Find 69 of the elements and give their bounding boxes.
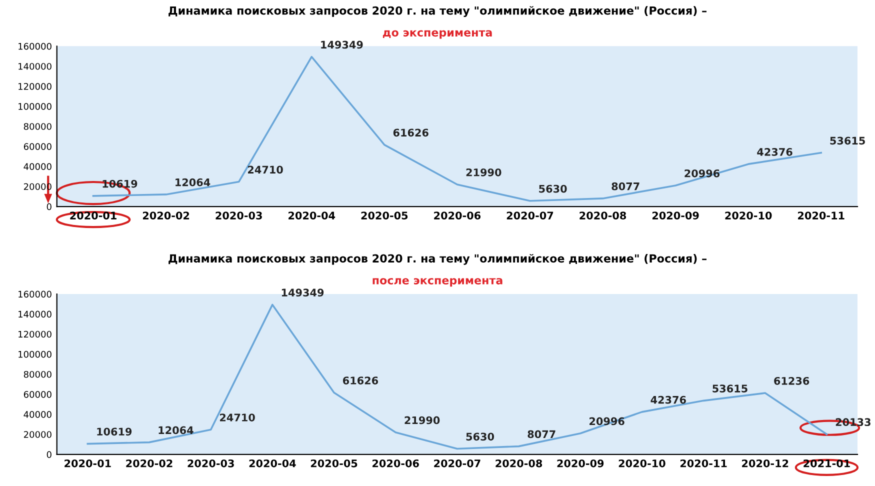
data-label: 42376 — [757, 148, 792, 156]
y-tick-label: 60000 — [24, 390, 52, 398]
x-tick-label: 2020-05 — [310, 459, 358, 468]
data-label: 24710 — [220, 414, 255, 422]
data-label: 5630 — [466, 432, 494, 441]
x-tick-label: 2020-12 — [742, 459, 788, 468]
chart-subtitle: после эксперимента — [372, 278, 502, 287]
data-label: 42376 — [650, 396, 686, 404]
x-tick-label: 2020-05 — [361, 212, 408, 220]
x-tick-label: 2020-01 — [70, 212, 116, 220]
y-tick-label: 0 — [46, 451, 52, 458]
data-label: 21990 — [466, 168, 502, 176]
y-tick-label: 160000 — [18, 42, 52, 50]
x-tick-label: 2020-10 — [618, 459, 666, 468]
y-tick-label: 100000 — [18, 350, 52, 358]
x-tick-label: 2020-07 — [434, 459, 480, 468]
x-tick-label: 2020-01 — [64, 459, 111, 468]
chart-title: Динамика поисковых запросов 2020 г. на тему "олимпийское движение" (Россия) – — [168, 6, 706, 17]
data-label: 21990 — [404, 416, 440, 424]
x-tick-label: 2020-04 — [249, 459, 296, 468]
y-tick-label: 80000 — [24, 370, 52, 378]
chart-title: Динамика поисковых запросов 2020 г. на тему "олимпийское движение" (Россия) – — [168, 254, 706, 265]
y-tick-label: 120000 — [18, 82, 52, 90]
y-tick-label: 100000 — [18, 103, 52, 110]
x-tick-label: 2020-08 — [580, 212, 626, 220]
data-label: 24710 — [248, 166, 283, 174]
data-label: 149349 — [282, 288, 324, 297]
data-label: 149349 — [321, 40, 363, 49]
x-tick-label: 2020-09 — [557, 459, 604, 468]
x-tick-label: 2020-03 — [188, 459, 234, 468]
data-label: 12064 — [158, 426, 194, 434]
data-label: 8077 — [528, 430, 556, 438]
data-label: 61236 — [774, 376, 810, 385]
x-tick-label: 2020-08 — [496, 459, 542, 468]
y-tick-label: 140000 — [18, 310, 52, 318]
y-tick-label: 40000 — [24, 411, 52, 418]
y-tick-label: 140000 — [18, 62, 52, 70]
data-label: 20996 — [684, 169, 720, 178]
x-tick-label: 2020-04 — [288, 212, 336, 220]
y-tick-label: 120000 — [18, 330, 52, 338]
y-tick-label: 160000 — [18, 290, 52, 298]
y-tick-label: 40000 — [24, 163, 52, 170]
data-label: 61626 — [393, 128, 428, 137]
x-tick-label: 2020-11 — [798, 212, 844, 220]
x-tick-label: 2020-06 — [372, 459, 419, 468]
data-label: 61626 — [342, 376, 378, 384]
x-tick-label: 2020-09 — [652, 212, 699, 220]
line-series — [92, 56, 822, 202]
data-label: 12064 — [176, 178, 210, 186]
x-tick-label: 2021-01 — [804, 459, 850, 468]
data-label: 5630 — [539, 184, 567, 193]
x-tick-label: 2020-11 — [680, 459, 727, 468]
line-series — [86, 304, 828, 450]
data-label: 53615 — [830, 136, 865, 145]
y-tick-label: 60000 — [24, 143, 52, 150]
y-tick-label: 80000 — [24, 123, 52, 130]
y-tick-label: 20000 — [24, 431, 52, 438]
data-label: 53615 — [712, 384, 748, 392]
x-tick-label: 2020-10 — [725, 212, 772, 220]
chart-subtitle: до эксперимента — [382, 30, 492, 39]
data-label: 20996 — [590, 417, 624, 426]
x-tick-label: 2020-06 — [434, 212, 481, 220]
x-tick-label: 2020-07 — [506, 212, 554, 220]
x-tick-label: 2020-03 — [216, 212, 262, 220]
data-label: 10619 — [97, 428, 132, 436]
x-tick-label: 2020-02 — [126, 459, 172, 468]
x-tick-label: 2020-02 — [142, 212, 190, 220]
data-label: 8077 — [612, 182, 640, 190]
y-tick-label: 0 — [46, 203, 52, 210]
